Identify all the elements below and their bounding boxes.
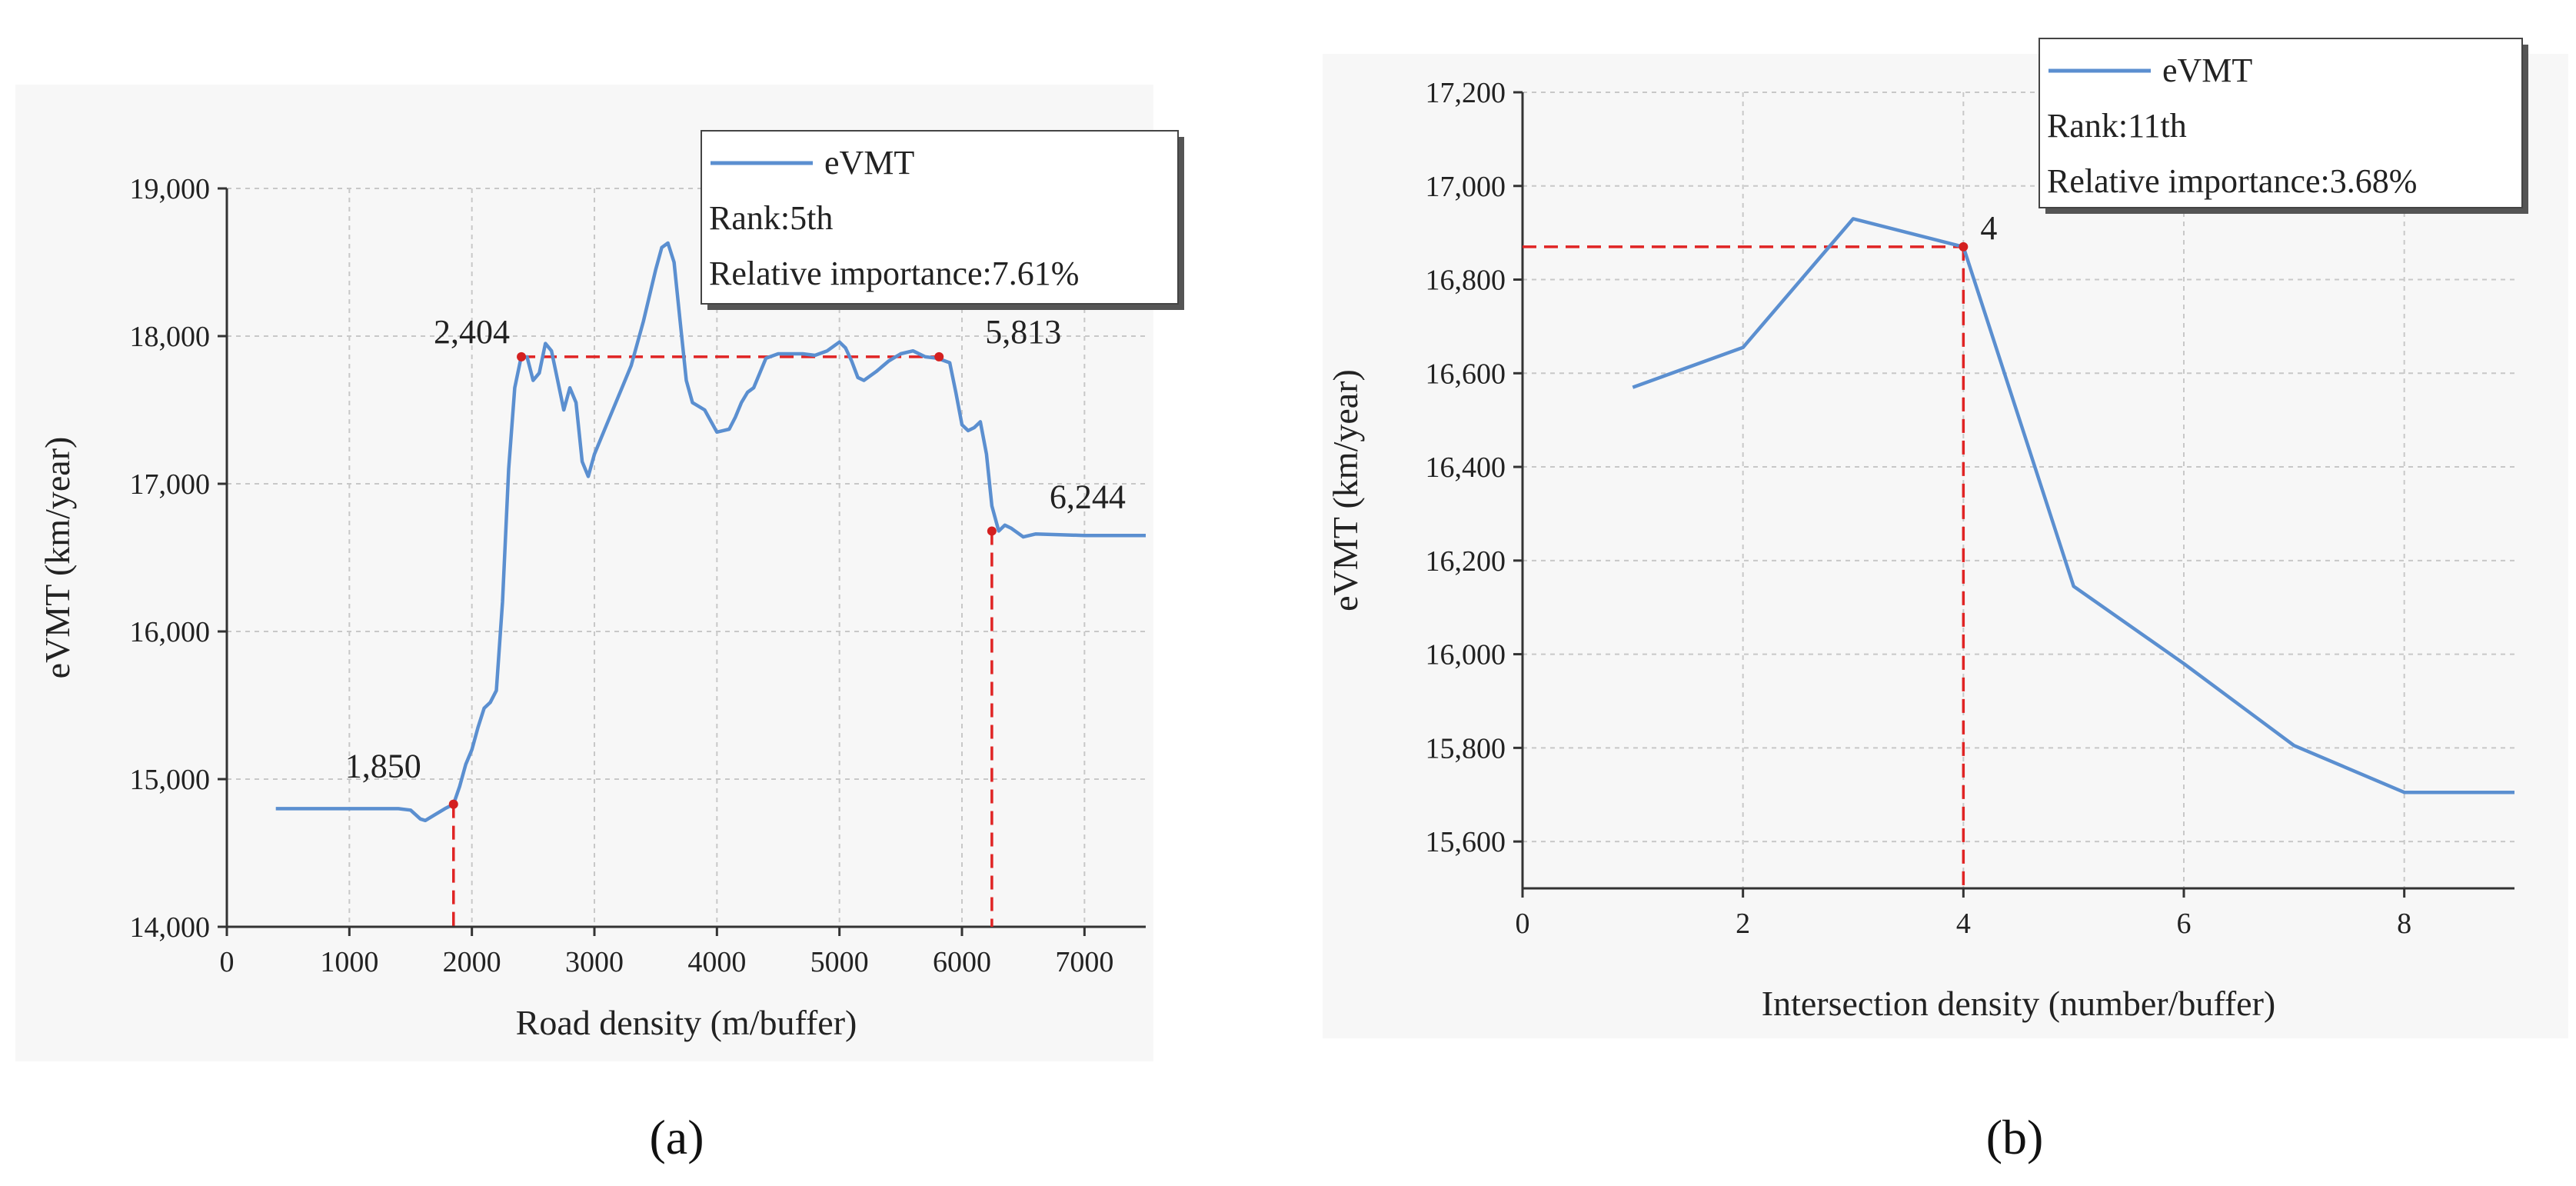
y-tick-label: 16,800 [1426, 265, 1506, 297]
y-tick-label: 17,000 [130, 468, 211, 501]
y-tick-label: 16,600 [1426, 358, 1506, 390]
y-tick-label: 17,200 [1426, 77, 1506, 109]
chart-a: 0 1000 2000 3000 4000 5000 6000 7000 14,000 15,00… [15, 85, 1184, 1061]
reference-label: 2,404 [434, 313, 510, 351]
y-tick-label: 15,800 [1426, 732, 1506, 765]
x-tick-label: 3000 [565, 946, 624, 978]
y-tick-label: 14,000 [130, 911, 211, 944]
x-tick-label: 2 [1736, 908, 1750, 940]
legend-line: Relative importance:7.61% [709, 255, 1079, 292]
y-tick-label: 17,000 [1426, 171, 1506, 203]
legend-box [2039, 38, 2523, 208]
y-tick-label: 15,000 [130, 764, 211, 796]
y-axis-label-b: eVMT (km/year) [1326, 369, 1365, 611]
reference-label: 5,813 [985, 313, 1061, 351]
x-tick-label: 0 [220, 946, 235, 978]
legend-series-label: eVMT [2162, 52, 2252, 89]
panel-background-b [1323, 54, 2568, 1038]
series-line-evmt [1632, 217, 2514, 795]
y-tick-label: 18,000 [130, 321, 211, 353]
x-tick-label: 6 [2177, 908, 2192, 940]
x-tick-label: 0 [1516, 908, 1530, 940]
reference-point [448, 799, 458, 809]
caption-a: (a) [649, 1110, 704, 1164]
y-tick-label: 16,400 [1426, 451, 1506, 484]
legend-line: Relative importance:3.68% [2047, 162, 2417, 200]
x-axis-label-a: Road density (m/buffer) [516, 1003, 857, 1042]
y-tick-label: 19,000 [130, 173, 211, 205]
reference-point [1959, 242, 1969, 252]
x-tick-label: 4000 [687, 946, 746, 978]
y-tick-label: 15,600 [1426, 826, 1506, 858]
y-tick-label: 16,000 [1426, 639, 1506, 671]
x-tick-label: 1000 [320, 946, 378, 978]
x-tick-label: 6000 [933, 946, 991, 978]
legend-line: Rank:5th [709, 199, 833, 237]
reference-point [517, 351, 527, 361]
x-axis-label-b: Intersection density (number/buffer) [1762, 984, 2275, 1023]
legend-box [701, 130, 1179, 305]
x-tick-label: 7000 [1055, 946, 1113, 978]
caption-b: (b) [1986, 1110, 2044, 1164]
reference-label: 1,850 [345, 748, 421, 785]
reference-point [934, 351, 944, 361]
y-axis-label-a: eVMT (km/year) [38, 437, 77, 679]
y-tick-label: 16,200 [1426, 545, 1506, 578]
chart-b: 0 2 4 6 8 15,600 15,800 16,000 16,200 16,400 16,60… [1323, 38, 2568, 1038]
x-tick-label: 4 [1956, 908, 1971, 940]
x-tick-label: 5000 [810, 946, 869, 978]
legend-series-label: eVMT [824, 144, 914, 182]
series-line-evmt [275, 241, 1146, 823]
legend-line: Rank:11th [2047, 107, 2187, 145]
reference-point [987, 526, 997, 536]
reference-label: 6,244 [1050, 478, 1126, 515]
x-tick-label: 2000 [443, 946, 501, 978]
x-tick-label: 8 [2397, 908, 2411, 940]
y-tick-label: 16,000 [130, 616, 211, 648]
reference-label: 4 [1980, 209, 1997, 247]
